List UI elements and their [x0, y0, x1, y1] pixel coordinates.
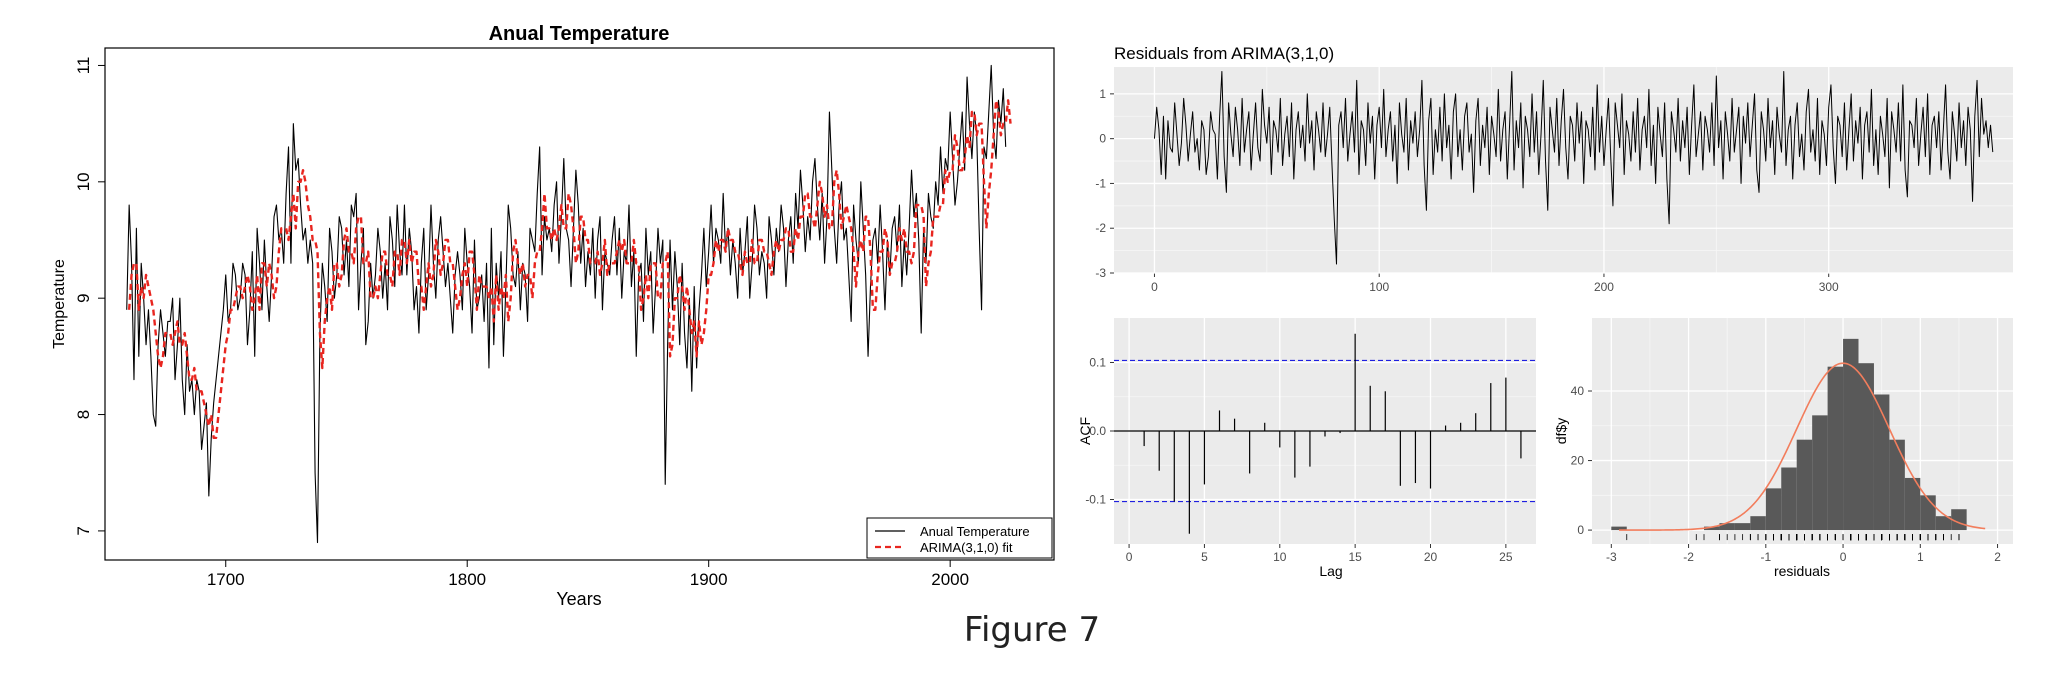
histogram-bar — [1920, 495, 1936, 531]
histogram-bar — [1765, 488, 1782, 531]
histogram-bar — [1719, 523, 1735, 531]
histogram-bar — [1873, 394, 1890, 531]
acf-x-tick-label: 25 — [1499, 550, 1513, 564]
normal-density-curve — [1619, 362, 1986, 531]
temperature-x-tick-label: 1900 — [690, 570, 728, 589]
temperature-series-group — [126, 64, 1012, 544]
acf-y-tick-label: 0.0 — [1089, 424, 1106, 438]
acf-x-tick-label: 5 — [1201, 550, 1208, 564]
acf-x-tick-label: 0 — [1126, 550, 1133, 564]
temperature-chart: Anual Temperature Years Temperature 1700… — [51, 23, 1055, 609]
histogram-bar — [1935, 516, 1952, 531]
histogram-x-tick-label: -2 — [1683, 550, 1694, 564]
temperature-axes: 1700 1800 1900 2000 7 8 9 10 11 — [74, 57, 969, 589]
residuals-line — [1153, 70, 1994, 265]
histogram-bar — [1812, 415, 1828, 531]
histogram-x-tick-label: -3 — [1606, 550, 1617, 564]
arima-fit-line — [127, 99, 1012, 440]
acf-y-axis-label: ACF — [1077, 417, 1093, 445]
acf-x-tick-label: 15 — [1348, 550, 1362, 564]
temperature-y-tick-label: 8 — [74, 410, 93, 419]
temperature-x-tick-label: 2000 — [931, 570, 969, 589]
residuals-y-tick-label: -3 — [1095, 266, 1106, 280]
acf-y-tick-label: -0.1 — [1085, 492, 1106, 506]
residuals-x-tick-label: 200 — [1594, 280, 1614, 294]
histogram-y-tick-label: 0 — [1577, 523, 1584, 537]
temperature-x-tick-label: 1800 — [448, 570, 486, 589]
histogram-bar — [1704, 526, 1720, 531]
histogram-y-tick-label: 40 — [1571, 384, 1585, 398]
histogram-y-tick-label: 20 — [1571, 454, 1585, 468]
histogram-bar — [1827, 366, 1844, 531]
acf-x-tick-label: 10 — [1273, 550, 1287, 564]
temperature-y-tick-label: 10 — [74, 172, 93, 191]
residuals-series-group — [1153, 70, 1994, 265]
histogram-bars-group — [1611, 338, 1986, 541]
temperature-plot-frame — [104, 47, 1055, 561]
temperature-y-tick-label: 11 — [74, 57, 93, 75]
histogram-bar — [1781, 467, 1797, 531]
residuals-y-tick-label: 1 — [1099, 87, 1106, 101]
histogram-bar — [1750, 516, 1766, 531]
residuals-x-tick-label: 100 — [1369, 280, 1389, 294]
temperature-legend: Anual Temperature ARIMA(3,1,0) fit — [866, 517, 1053, 559]
temperature-y-tick-label: 9 — [74, 293, 93, 302]
residuals-y-tick-label: -2 — [1095, 221, 1106, 235]
histogram-bar — [1889, 439, 1905, 531]
histogram-bar — [1796, 439, 1813, 531]
legend-label-fit: ARIMA(3,1,0) fit — [920, 540, 1013, 555]
residuals-x-tick-label: 0 — [1151, 280, 1158, 294]
temperature-y-axis-label: Temperature — [51, 259, 68, 349]
figure-caption: Figure 7 — [963, 610, 1101, 650]
histogram-x-axis-label: residuals — [1774, 563, 1830, 579]
temperature-x-tick-label: 1700 — [207, 570, 245, 589]
temperature-chart-title: Anual Temperature — [489, 23, 670, 45]
legend-box — [866, 517, 1053, 559]
acf-chart: Lag ACF 0 5 10 15 20 25 0.1 0.0 -0.1 — [1077, 318, 1536, 579]
residuals-y-tick-label: -1 — [1095, 176, 1106, 190]
histogram-x-tick-label: 0 — [1840, 550, 1847, 564]
histogram-x-tick-label: 2 — [1994, 550, 2001, 564]
residuals-chart-title: Residuals from ARIMA(3,1,0) — [1114, 44, 1334, 63]
acf-x-axis-label: Lag — [1319, 563, 1342, 579]
histogram-bar — [1611, 526, 1627, 531]
acf-y-tick-label: 0.1 — [1089, 356, 1106, 370]
residuals-x-tick-label: 300 — [1819, 280, 1839, 294]
histogram-x-tick-label: 1 — [1917, 550, 1924, 564]
histogram-x-tick-label: -1 — [1760, 550, 1771, 564]
legend-label-observed: Anual Temperature — [920, 524, 1030, 539]
temperature-x-axis-label: Years — [556, 589, 601, 609]
residuals-y-tick-label: 0 — [1099, 132, 1106, 146]
histogram-bar — [1904, 477, 1921, 531]
temperature-y-tick-label: 7 — [74, 526, 93, 535]
histogram-bar — [1843, 338, 1859, 531]
acf-bars-group — [1114, 333, 1536, 534]
histogram-bar — [1858, 363, 1874, 531]
histogram-bar — [1734, 523, 1751, 531]
residuals-chart: Residuals from ARIMA(3,1,0) 0 100 200 300 1 0… — [1095, 44, 2013, 294]
histogram-y-axis-label: df$y — [1553, 418, 1569, 444]
acf-x-tick-label: 20 — [1424, 550, 1438, 564]
